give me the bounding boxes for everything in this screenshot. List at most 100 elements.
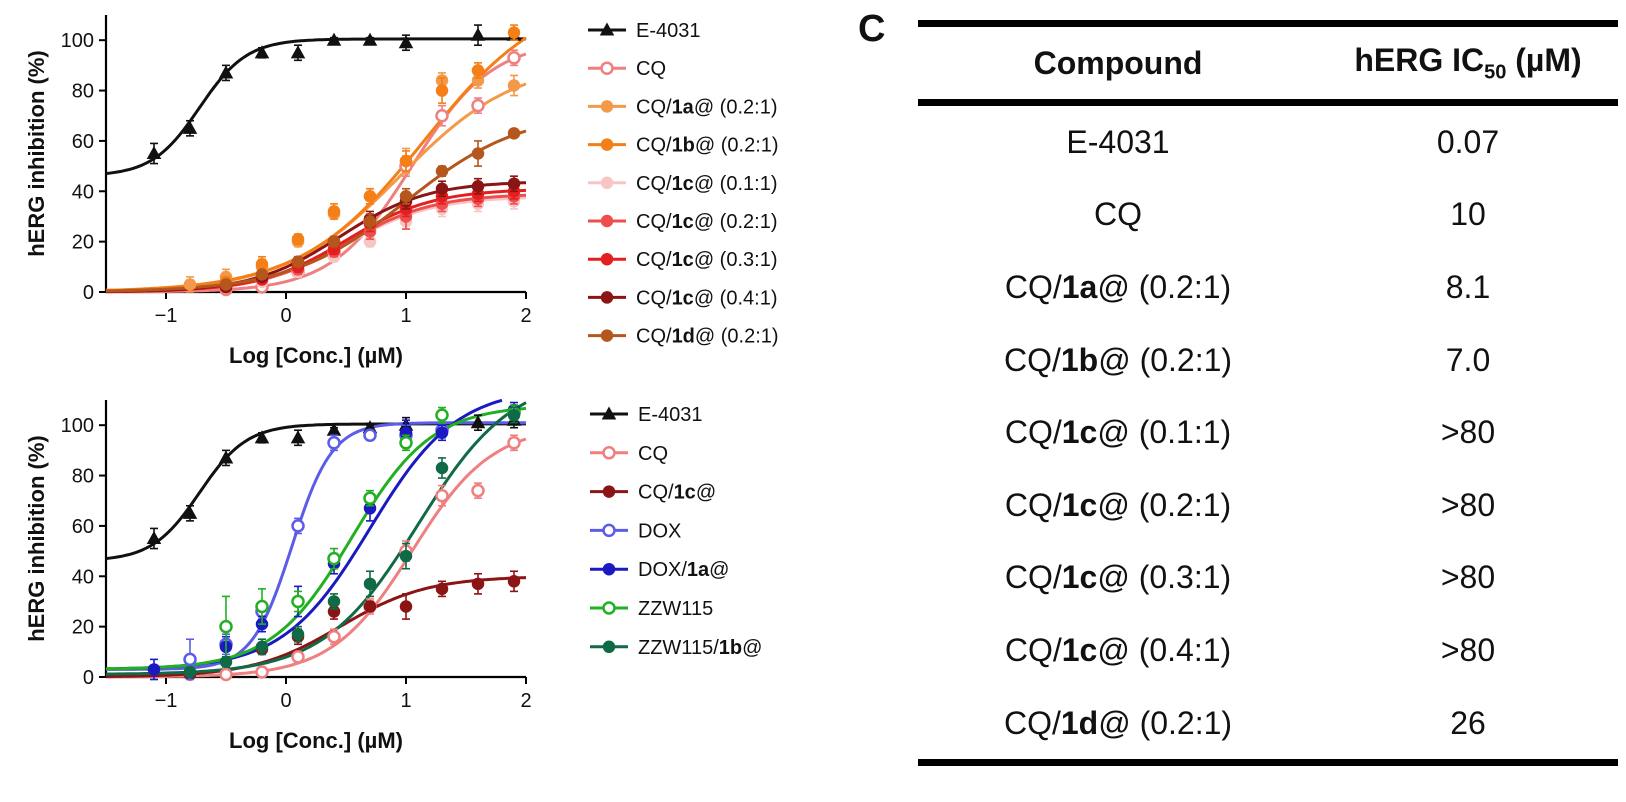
data-point xyxy=(363,190,377,203)
table-row: CQ/1c@ (0.3:1) >80 xyxy=(918,542,1618,615)
legend-item: CQ/1c@ xyxy=(590,482,716,504)
compound-pre: CQ/ xyxy=(1004,559,1062,596)
data-point xyxy=(507,26,521,39)
data-point xyxy=(435,164,449,178)
curve-0 xyxy=(105,422,526,561)
legend-label: CQ/1c@ (0.1:1) xyxy=(636,173,777,195)
legend-label-pre: CQ/ xyxy=(636,287,672,309)
chart-bottom: 0 20 40 60 80 100 −1 0 1 2 Log [Conc.] (µM) hERG in… xyxy=(24,398,762,753)
data-point xyxy=(435,408,449,422)
data-point xyxy=(471,64,485,77)
legend-label-bold: 1a xyxy=(672,96,695,118)
data-point xyxy=(326,32,342,46)
compound-bold: 1a xyxy=(1061,268,1098,305)
data-point xyxy=(291,255,305,269)
curve-5 xyxy=(105,406,527,671)
compound-cell: CQ/1c@ (0.1:1) xyxy=(918,396,1318,469)
data-point xyxy=(254,430,270,444)
legend-swatch-marker xyxy=(600,176,614,190)
compound-bold: 1d xyxy=(1060,704,1099,741)
legend-label: CQ/1c@ (0.2:1) xyxy=(636,211,777,233)
compound-post: @ (0.1:1) xyxy=(1097,414,1232,451)
legend-swatch-marker xyxy=(600,138,614,151)
compound-post: @ (0.2:1) xyxy=(1098,704,1233,741)
legend-label-bold: 1c xyxy=(672,173,694,195)
legend-label-bold: 1a xyxy=(687,559,710,581)
data-point xyxy=(183,278,197,291)
legend-label-pre: ZZW115/ xyxy=(638,637,719,659)
header-compound: Compound xyxy=(918,20,1318,106)
data-point xyxy=(470,27,486,41)
compound-cell: CQ/1b@ (0.2:1) xyxy=(918,324,1318,397)
data-point xyxy=(507,436,521,450)
compound-pre: CQ/ xyxy=(1003,341,1061,378)
legend-label-bold: 1c xyxy=(674,482,696,504)
legend-label-pre: CQ/ xyxy=(636,96,672,118)
x-axis-label: Log [Conc.] (µM) xyxy=(229,728,403,753)
data-point xyxy=(219,655,233,669)
legend-label-pre: CQ xyxy=(638,443,668,465)
legend-swatch-marker xyxy=(601,406,617,420)
x-tick-label: 2 xyxy=(520,690,531,712)
legend-label: DOX/1a@ xyxy=(638,559,729,581)
legend-label-post: @ (0.2:1) xyxy=(694,211,778,233)
data-point xyxy=(255,599,269,614)
points-layer xyxy=(146,24,522,297)
y-axis-label: hERG inhibition (%) xyxy=(24,50,49,257)
data-point xyxy=(291,650,305,664)
chart-top: 0 20 40 60 80 100 −1 0 1 2 Log [Conc.] (µM) hERG in… xyxy=(24,15,779,368)
table-row: CQ/1b@ (0.2:1) 7.0 xyxy=(918,324,1618,397)
compound-cell: CQ/1c@ (0.4:1) xyxy=(918,614,1318,687)
y-tick-label: 100 xyxy=(61,415,94,437)
compound-cell: CQ/1a@ (0.2:1) xyxy=(918,251,1318,324)
compound-post: @ (0.2:1) xyxy=(1098,341,1233,378)
compound-bold: 1c xyxy=(1061,559,1098,596)
data-point xyxy=(255,268,269,281)
data-point xyxy=(327,551,341,566)
curve-5 xyxy=(106,193,527,294)
compound-cell: CQ xyxy=(918,179,1318,252)
header-ic50-prefix: hERG IC xyxy=(1354,41,1485,78)
curve-8 xyxy=(105,129,527,293)
legend-swatch-marker xyxy=(602,601,616,615)
x-tick-label: 0 xyxy=(280,690,291,712)
legend-label-post: @ xyxy=(709,559,729,581)
ic50-cell: >80 xyxy=(1318,469,1618,542)
axes-layer: 0 20 40 60 80 100 −1 0 1 2 Log [Conc.] (µM) hERG in… xyxy=(24,400,532,753)
data-point xyxy=(471,98,485,113)
legend-item: CQ/1d@ (0.2:1) xyxy=(588,326,779,348)
ic50-cell: 7.0 xyxy=(1318,324,1618,397)
data-point xyxy=(471,577,485,591)
data-point xyxy=(327,436,341,450)
data-point xyxy=(398,35,414,49)
legend-item: ZZW115/1b@ xyxy=(590,637,762,659)
data-point xyxy=(219,667,233,682)
legend-item: E-4031 xyxy=(590,404,703,426)
data-point xyxy=(471,179,485,193)
legend-item: ZZW115 xyxy=(590,598,713,620)
legend-label: CQ/1c@ (0.4:1) xyxy=(636,287,777,309)
legend-label: CQ/1b@ (0.2:1) xyxy=(636,135,779,157)
x-tick-label: −1 xyxy=(155,305,178,327)
ic50-value: 10 xyxy=(1450,196,1486,233)
legend-swatch-marker xyxy=(599,22,615,36)
compound-bold: 1c xyxy=(1061,631,1098,668)
ic50-value: >80 xyxy=(1440,631,1496,668)
data-point xyxy=(182,505,198,519)
x-axis-label: Log [Conc.] (µM) xyxy=(229,343,403,368)
compound-cell: CQ/1c@ (0.2:1) xyxy=(918,469,1318,542)
legend-swatch-marker xyxy=(602,640,616,654)
compound-pre: CQ/ xyxy=(1004,631,1062,668)
data-point xyxy=(470,415,486,429)
x-tick-label: 0 xyxy=(280,305,291,327)
ic50-cell: >80 xyxy=(1318,614,1618,687)
legend-label-bold: 1c xyxy=(672,249,694,271)
compound-cell: CQ/1d@ (0.2:1) xyxy=(918,686,1318,767)
legend-label-post: @ (0.4:1) xyxy=(694,287,778,309)
table-header-row: Compound hERG IC50 (µM) xyxy=(918,20,1618,106)
table-row: CQ 10 xyxy=(918,179,1618,252)
data-point xyxy=(255,665,269,679)
data-point xyxy=(327,595,341,608)
legend-label-pre: CQ/ xyxy=(636,173,672,195)
